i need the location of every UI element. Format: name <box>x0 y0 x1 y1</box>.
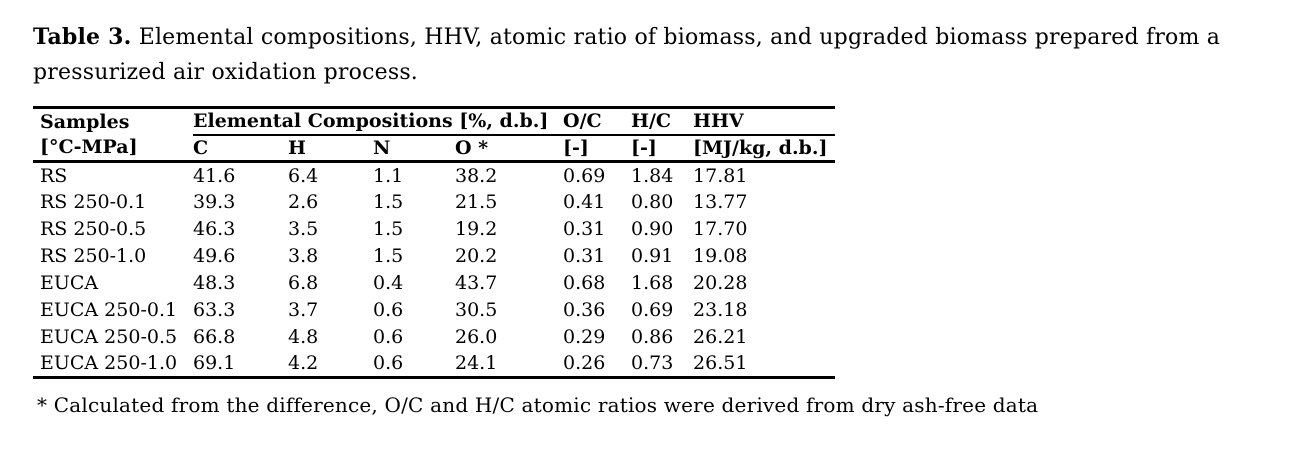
table-row: RS 250-0.5 46.3 3.5 1.5 19.2 0.31 0.90 1… <box>33 216 835 243</box>
cell-o: 38.2 <box>455 164 498 187</box>
table-row: RS 250-1.0 49.6 3.8 1.5 20.2 0.31 0.91 1… <box>33 243 835 270</box>
header-col-o: O * <box>455 134 564 163</box>
cell-hhv: 26.51 <box>693 352 748 375</box>
header-oc-unit: [-] <box>563 134 632 163</box>
cell-n: 0.4 <box>373 272 404 294</box>
cell-hc: 1.68 <box>631 272 674 294</box>
cell-n: 0.6 <box>373 299 404 321</box>
header-col-c: C <box>193 134 288 163</box>
caption-line-1: Table 3. Elemental compositions, HHV, at… <box>33 20 1283 55</box>
header-hhv: HHV <box>693 107 836 136</box>
cell-sample: RS 250-0.1 <box>40 191 147 213</box>
caption-line-2: pressurized air oxidation process. <box>33 60 419 85</box>
cell-oc: 0.41 <box>563 191 606 213</box>
cell-hhv: 17.81 <box>693 164 748 187</box>
cell-oc: 0.68 <box>563 272 606 294</box>
header-samples-unit: [°C-MPa] <box>33 134 193 163</box>
cell-hhv: 20.28 <box>693 272 748 294</box>
header-hc: H/C <box>631 107 694 136</box>
cell-oc: 0.36 <box>563 299 606 321</box>
cell-c: 63.3 <box>193 299 236 321</box>
cell-hc: 1.84 <box>631 164 674 187</box>
cell-c: 39.3 <box>193 191 236 213</box>
cell-hc: 0.90 <box>631 218 674 240</box>
header-hc-unit: [-] <box>631 134 694 163</box>
cell-o: 30.5 <box>455 299 498 321</box>
cell-h: 3.5 <box>288 218 319 240</box>
cell-hhv: 13.77 <box>693 191 748 213</box>
cell-oc: 0.69 <box>563 164 606 187</box>
header-oc: O/C <box>563 107 632 136</box>
cell-sample: EUCA 250-1.0 <box>40 352 178 375</box>
cell-sample: RS 250-1.0 <box>40 245 147 267</box>
header-row-groups: Samples Elemental Compositions [%, d.b.]… <box>33 107 836 136</box>
cell-n: 0.6 <box>373 326 404 348</box>
header-hhv-unit: [MJ/kg, d.b.] <box>693 134 836 163</box>
cell-h: 2.6 <box>288 191 319 213</box>
cell-o: 19.2 <box>455 218 498 240</box>
header-samples: Samples <box>40 110 130 133</box>
cell-h: 6.4 <box>288 164 319 187</box>
header-col-n: N <box>373 134 455 163</box>
table-row: EUCA 48.3 6.8 0.4 43.7 0.68 1.68 20.28 <box>33 270 835 297</box>
cell-sample: RS <box>40 164 68 187</box>
cell-o: 24.1 <box>455 352 498 375</box>
cell-hc: 0.69 <box>631 299 674 321</box>
cell-hhv: 19.08 <box>693 245 748 267</box>
table-row: EUCA 250-0.1 63.3 3.7 0.6 30.5 0.36 0.69… <box>33 297 835 324</box>
table-header: Samples Elemental Compositions [%, d.b.]… <box>33 107 836 163</box>
cell-hc: 0.73 <box>631 352 674 375</box>
table-row: EUCA 250-1.0 69.1 4.2 0.6 24.1 0.26 0.73… <box>33 351 835 378</box>
cell-h: 4.2 <box>288 352 319 375</box>
cell-hc: 0.80 <box>631 191 674 213</box>
cell-oc: 0.29 <box>563 326 606 348</box>
cell-sample: EUCA 250-0.1 <box>40 299 178 321</box>
table-footnote: * Calculated from the difference, O/C an… <box>37 393 1039 417</box>
cell-c: 46.3 <box>193 218 236 240</box>
table-row: RS 41.6 6.4 1.1 38.2 0.69 1.84 17.81 <box>33 162 835 189</box>
cell-n: 0.6 <box>373 352 404 375</box>
cell-n: 1.5 <box>373 245 404 267</box>
cell-c: 48.3 <box>193 272 236 294</box>
cell-c: 49.6 <box>193 245 236 267</box>
cell-sample: EUCA 250-0.5 <box>40 326 178 348</box>
header-row-units: [°C-MPa] C H N O * [-] [-] [MJ/kg, d.b.] <box>33 134 836 163</box>
table-caption: Table 3. Elemental compositions, HHV, at… <box>33 20 1283 90</box>
cell-oc: 0.31 <box>563 218 606 240</box>
cell-o: 21.5 <box>455 191 498 213</box>
cell-sample: EUCA <box>40 272 99 294</box>
cell-c: 41.6 <box>193 164 236 187</box>
table-row: RS 250-0.1 39.3 2.6 1.5 21.5 0.41 0.80 1… <box>33 189 835 216</box>
cell-n: 1.5 <box>373 191 404 213</box>
cell-sample: RS 250-0.5 <box>40 218 147 240</box>
cell-c: 66.8 <box>193 326 236 348</box>
cell-oc: 0.31 <box>563 245 606 267</box>
cell-h: 3.8 <box>288 245 319 267</box>
header-col-h: H <box>288 134 373 163</box>
cell-o: 26.0 <box>455 326 498 348</box>
cell-c: 69.1 <box>193 352 236 375</box>
cell-hhv: 26.21 <box>693 326 748 348</box>
cell-o: 20.2 <box>455 245 498 267</box>
cell-hc: 0.91 <box>631 245 674 267</box>
table-body: RS 41.6 6.4 1.1 38.2 0.69 1.84 17.81 RS … <box>33 162 835 378</box>
elemental-composition-table: Samples Elemental Compositions [%, d.b.]… <box>33 106 836 379</box>
caption-text-1: Elemental compositions, HHV, atomic rati… <box>138 25 1221 50</box>
cell-oc: 0.26 <box>563 352 606 375</box>
cell-h: 3.7 <box>288 299 319 321</box>
caption-label: Table 3. <box>33 24 132 50</box>
cell-hhv: 17.70 <box>693 218 748 240</box>
cell-n: 1.5 <box>373 218 404 240</box>
cell-o: 43.7 <box>455 272 498 294</box>
cell-hc: 0.86 <box>631 326 674 348</box>
cell-h: 4.8 <box>288 326 319 348</box>
table-row: EUCA 250-0.5 66.8 4.8 0.6 26.0 0.29 0.86… <box>33 324 835 351</box>
cell-hhv: 23.18 <box>693 299 748 321</box>
cell-h: 6.8 <box>288 272 319 294</box>
header-elemental-group: Elemental Compositions [%, d.b.] <box>193 107 564 136</box>
cell-n: 1.1 <box>373 164 404 187</box>
